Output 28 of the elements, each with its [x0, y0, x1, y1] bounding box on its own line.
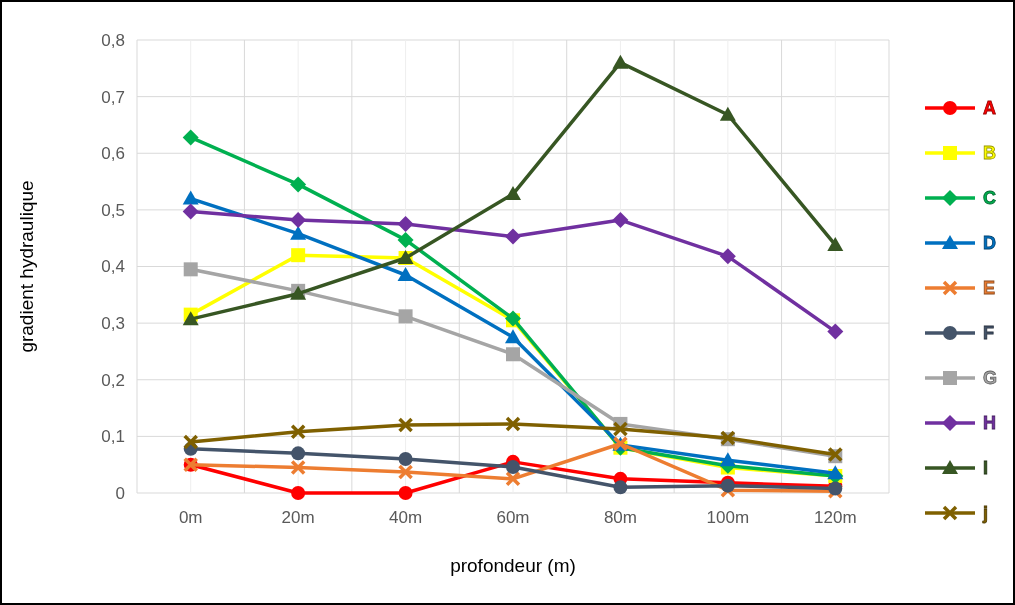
x-tick-label: 40m: [389, 508, 423, 527]
x-tick-label: 60m: [496, 508, 530, 527]
y-tick-label: 0,2: [101, 370, 125, 390]
y-tick-label: 0,6: [101, 144, 125, 164]
legend-label: B: [983, 143, 996, 164]
legend-label: C: [983, 188, 996, 209]
y-tick-label: 0,1: [101, 427, 125, 447]
y-tick-label: 0,5: [101, 200, 125, 220]
legend-label: G: [983, 368, 998, 389]
y-tick-label: 0,7: [101, 87, 125, 107]
x-tick-label: 20m: [281, 508, 315, 527]
legend-label: F: [983, 323, 994, 344]
legend-label: H: [983, 413, 996, 434]
legend-label: j: [982, 503, 989, 524]
y-tick-label: 0,8: [101, 30, 125, 50]
x-tick-label: 0m: [178, 508, 203, 527]
legend-label: E: [983, 278, 996, 299]
y-tick-label: 0,4: [101, 257, 125, 277]
legend-label: I: [983, 458, 989, 479]
y-tick-label: 0: [115, 483, 125, 503]
y-tick-label: 0,3: [101, 314, 125, 334]
legend-label: D: [983, 233, 996, 254]
x-axis-title: profondeur (m): [450, 555, 576, 576]
x-tick-label: 80m: [603, 508, 637, 527]
x-tick-label: 100m: [706, 508, 750, 527]
legend-label: A: [983, 98, 996, 119]
y-axis-title: gradient hydraulique: [16, 180, 37, 353]
x-tick-label: 120m: [814, 508, 857, 527]
